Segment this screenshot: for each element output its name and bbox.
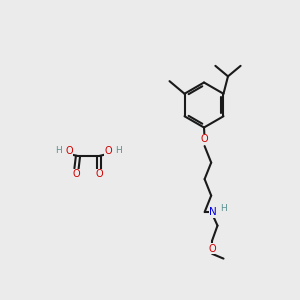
Text: H: H bbox=[115, 146, 122, 155]
Text: H: H bbox=[220, 204, 227, 213]
Text: O: O bbox=[208, 244, 216, 254]
Text: O: O bbox=[95, 169, 103, 179]
Text: N: N bbox=[209, 207, 217, 217]
Text: H: H bbox=[56, 146, 62, 155]
Text: O: O bbox=[65, 146, 73, 156]
Text: O: O bbox=[73, 169, 80, 179]
Text: O: O bbox=[201, 134, 208, 145]
Text: O: O bbox=[104, 146, 112, 156]
